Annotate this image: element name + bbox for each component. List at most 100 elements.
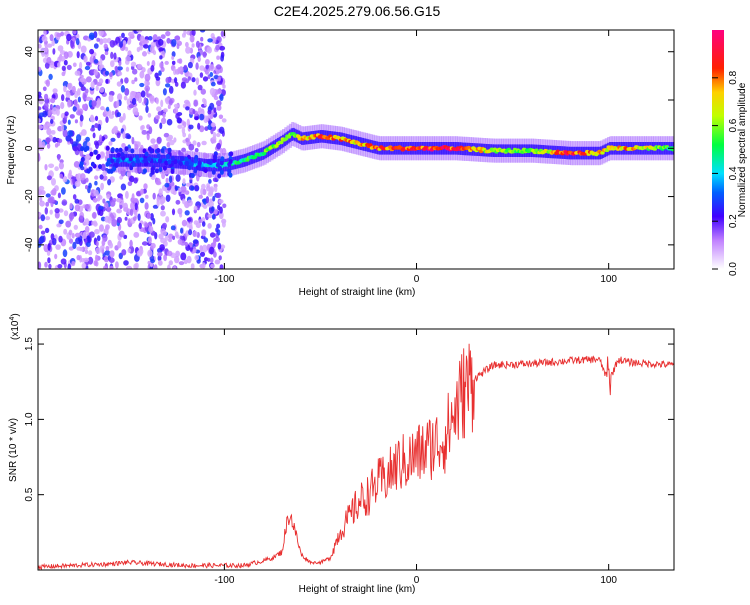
noise-speckle [182, 198, 186, 205]
y-tick-label: 0 [24, 145, 35, 151]
noise-speckle [192, 108, 196, 115]
track-speckle [228, 159, 233, 165]
noise-speckle [91, 221, 95, 226]
noise-speckle [209, 102, 215, 110]
noise-speckle [119, 116, 124, 123]
noise-speckle [44, 164, 48, 171]
noise-speckle [158, 233, 164, 240]
noise-speckle [98, 64, 103, 71]
noise-speckle [103, 265, 108, 269]
noise-speckle [113, 52, 117, 60]
noise-speckle [74, 180, 81, 187]
noise-speckle [153, 264, 158, 269]
noise-speckle [165, 30, 171, 37]
noise-speckle [99, 134, 103, 143]
noise-speckle [159, 55, 163, 60]
noise-speckle [76, 110, 82, 116]
track-speckle [143, 161, 148, 167]
noise-speckle [111, 219, 118, 227]
track-speckle [124, 146, 129, 152]
noise-speckle [116, 112, 122, 118]
noise-speckle [208, 187, 214, 195]
noise-speckle [143, 39, 149, 45]
noise-speckle [51, 39, 55, 47]
noise-speckle [106, 106, 110, 112]
noise-speckle [107, 216, 112, 224]
noise-speckle [79, 77, 85, 83]
noise-speckle [219, 126, 225, 134]
noise-speckle [201, 183, 206, 190]
noise-speckle [134, 77, 138, 82]
noise-speckle [201, 229, 206, 237]
noise-speckle [63, 85, 67, 93]
noise-speckle [98, 209, 104, 217]
track-speckle [110, 147, 115, 153]
noise-speckle [96, 37, 101, 42]
noise-speckle [148, 236, 152, 245]
noise-speckle [202, 204, 208, 209]
noise-speckle [203, 115, 209, 123]
noise-speckle [186, 217, 192, 222]
noise-speckle [105, 79, 109, 84]
noise-speckle [38, 124, 43, 130]
noise-speckle [219, 93, 224, 102]
noise-speckle [155, 181, 162, 186]
noise-speckle [45, 201, 50, 207]
noise-speckle [143, 44, 149, 49]
noise-speckle [93, 69, 99, 76]
noise-speckle [199, 245, 203, 253]
x-tick-label: -100 [214, 575, 234, 586]
noise-speckle [144, 222, 149, 228]
noise-speckle [167, 264, 171, 269]
noise-speckle [123, 260, 129, 266]
noise-speckle [67, 263, 72, 269]
noise-speckle [85, 185, 89, 190]
noise-speckle [199, 251, 206, 257]
noise-speckle [156, 199, 160, 207]
track-speckle [112, 166, 117, 172]
noise-speckle [106, 206, 111, 213]
noise-speckle [124, 77, 129, 84]
noise-speckle [185, 41, 189, 48]
track-speckle [147, 146, 152, 152]
noise-speckle [158, 188, 163, 196]
noise-speckle [168, 98, 173, 106]
noise-speckle [201, 221, 206, 227]
noise-speckle [166, 141, 171, 148]
noise-speckle [72, 194, 77, 200]
noise-speckle [92, 132, 96, 139]
noise-speckle [218, 199, 224, 204]
noise-speckle [109, 72, 113, 77]
noise-speckle [158, 70, 162, 76]
noise-speckle [58, 138, 63, 143]
noise-speckle [54, 143, 59, 148]
track-speckle [167, 147, 172, 153]
noise-speckle [40, 214, 46, 222]
track-speckle [167, 159, 172, 165]
noise-speckle [149, 95, 155, 102]
noise-speckle [217, 242, 222, 250]
noise-speckle [197, 84, 203, 91]
noise-speckle [165, 216, 170, 223]
noise-speckle [176, 117, 182, 124]
noise-speckle [209, 87, 216, 96]
noise-speckle [104, 51, 109, 56]
noise-speckle [100, 182, 104, 191]
noise-speckle [212, 195, 216, 202]
noise-speckle [217, 204, 221, 211]
noise-speckle [213, 107, 217, 113]
track-speckle [96, 153, 101, 159]
noise-speckle [183, 99, 190, 105]
track-speckle [193, 168, 198, 174]
track-speckle [131, 162, 136, 167]
noise-speckle [94, 123, 99, 129]
noise-speckle [175, 250, 181, 257]
noise-speckle [38, 91, 42, 97]
noise-speckle [172, 266, 177, 269]
noise-speckle [216, 100, 222, 107]
noise-speckle [174, 77, 178, 84]
noise-speckle [216, 132, 221, 138]
noise-speckle [72, 30, 77, 35]
noise-speckle [215, 88, 222, 95]
noise-speckle [184, 79, 190, 84]
